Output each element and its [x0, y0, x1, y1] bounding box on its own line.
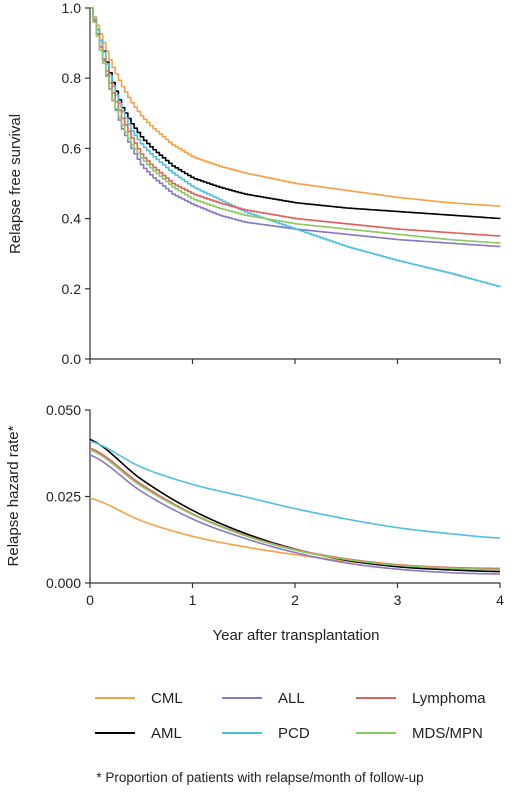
top-y-tick-label: 0.2: [62, 281, 82, 297]
bottom-x-tick-label: 0: [86, 592, 94, 608]
legend-label-aml: AML: [151, 725, 182, 742]
bottom-x-tick-label: 1: [189, 592, 197, 608]
relapse-hazard-rate-panel: 0 1 2 3 4 0.000 0.025 0.050 Relapse hazard rat…: [5, 402, 504, 644]
bottom-line-pcd: [89, 440, 501, 539]
bottom-x-tick-label: 2: [291, 592, 299, 608]
bottom-y-tick-label: 0.050: [46, 402, 81, 418]
top-y-tick-label: 0.4: [62, 211, 82, 227]
legend-label-mds-mpn: MDS/MPN: [412, 725, 483, 742]
legend-label-cml: CML: [151, 690, 183, 707]
top-line-mds-mpn: [90, 7, 501, 244]
x-axis-label: Year after transplantation: [212, 627, 379, 644]
top-line-pcd: [90, 7, 501, 288]
bottom-line-all: [89, 454, 501, 575]
bottom-y-tick-label: 0.025: [46, 489, 81, 505]
bottom-y-axis-label: Relapse hazard rate*: [5, 425, 22, 566]
legend: CML ALL Lymphoma AML PCD MDS/MPN: [95, 690, 486, 742]
top-line-lymphoma: [90, 7, 501, 237]
bottom-x-tick-label: 3: [394, 592, 402, 608]
legend-label-pcd: PCD: [278, 725, 310, 742]
bottom-line-mds-mpn: [89, 449, 501, 571]
bottom-y-tick-label: 0.000: [46, 575, 81, 591]
bottom-x-tick-label: 4: [496, 592, 504, 608]
top-y-tick-label: 1.0: [62, 0, 82, 16]
legend-label-all: ALL: [278, 690, 305, 707]
top-y-tick-label: 0.6: [62, 140, 82, 156]
top-line-aml: [90, 7, 501, 220]
top-y-tick-label: 0.8: [62, 70, 82, 86]
top-y-axis-label: Relapse free survival: [7, 114, 24, 254]
footnote: * Proportion of patients with relapse/mo…: [96, 770, 423, 785]
top-line-cml: [90, 7, 501, 207]
relapse-free-survival-panel: 0.0 0.2 0.4 0.6 0.8 1.0 Relapse free survival: [7, 0, 501, 367]
top-y-tick-label: 0.0: [62, 351, 82, 367]
legend-label-lymphoma: Lymphoma: [412, 690, 486, 707]
top-line-all: [90, 7, 501, 248]
